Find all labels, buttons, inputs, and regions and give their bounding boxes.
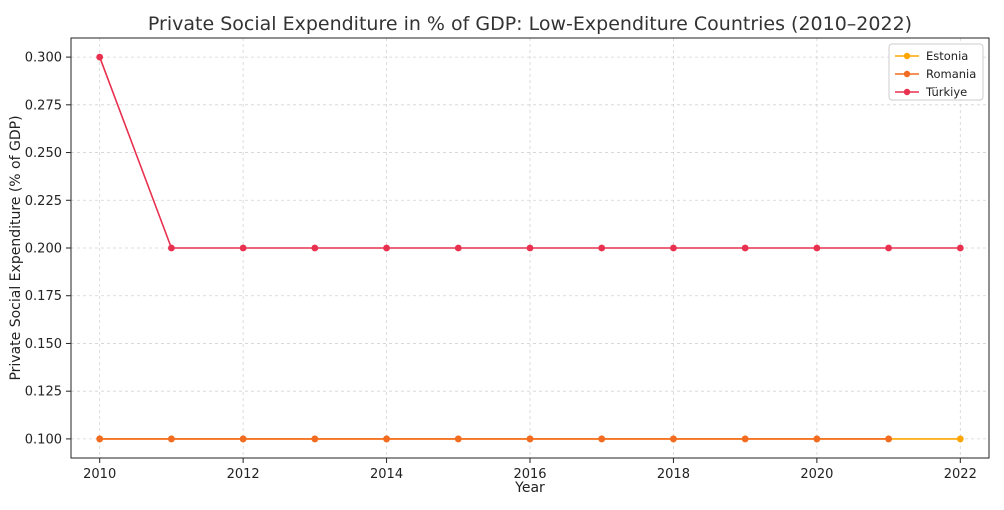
legend-marker-estonia: [903, 52, 911, 60]
x-tick-label: 2014: [370, 467, 403, 482]
x-tick-label: 2012: [227, 467, 260, 482]
series-t-rkiye: [96, 53, 964, 252]
data-point-romania: [311, 435, 319, 443]
data-point-t-rkiye: [96, 53, 104, 61]
data-point-romania: [598, 435, 606, 443]
data-point-t-rkiye: [239, 244, 247, 252]
data-point-estonia: [956, 435, 964, 443]
data-point-romania: [813, 435, 821, 443]
x-axis-label: Year: [514, 480, 545, 496]
data-point-t-rkiye: [885, 244, 892, 252]
data-point-t-rkiye: [526, 244, 534, 252]
x-tick-label: 2016: [513, 467, 546, 482]
data-point-t-rkiye: [311, 244, 319, 252]
data-point-t-rkiye: [598, 244, 606, 252]
x-tick-label: 2018: [657, 467, 690, 482]
legend-label-t-rkiye: Türkiye: [925, 85, 967, 99]
y-tick-label: 0.200: [25, 242, 62, 257]
y-axis-label: Private Social Expenditure (% of GDP): [8, 115, 24, 380]
legend-label-romania: Romania: [926, 67, 976, 81]
data-point-romania: [526, 435, 534, 443]
data-point-t-rkiye: [454, 244, 462, 252]
series-layer: [96, 53, 964, 443]
axis-ticks: 2010 2012 2014 2016 2018 2020 2022 0.100 0.125 0.…: [25, 51, 977, 482]
data-point-t-rkiye: [813, 244, 821, 252]
data-point-romania: [454, 435, 462, 443]
legend-label-estonia: Estonia: [926, 49, 968, 63]
data-point-t-rkiye: [383, 244, 390, 252]
x-tick-label: 2010: [83, 467, 116, 482]
y-tick-label: 0.125: [25, 385, 62, 400]
y-tick-label: 0.250: [25, 146, 62, 161]
x-tick-label: 2020: [800, 467, 833, 482]
chart-title: Private Social Expenditure in % of GDP: …: [148, 13, 912, 35]
legend-box: [888, 43, 984, 101]
legend-marker-t-rkiye: [903, 88, 911, 96]
data-point-t-rkiye: [741, 244, 749, 252]
data-point-romania: [741, 435, 749, 443]
data-point-romania: [239, 435, 247, 443]
data-point-t-rkiye: [670, 244, 677, 252]
data-point-romania: [168, 435, 175, 443]
y-tick-label: 0.100: [25, 432, 62, 447]
data-point-romania: [96, 435, 104, 443]
y-tick-label: 0.300: [25, 51, 62, 66]
legend-marker-romania: [903, 70, 911, 78]
data-point-t-rkiye: [956, 244, 964, 252]
data-point-romania: [383, 435, 390, 443]
series-romania: [96, 435, 892, 443]
data-point-romania: [670, 435, 677, 443]
legend: Estonia Romania Türkiye: [888, 43, 984, 101]
y-tick-label: 0.275: [25, 98, 62, 113]
data-point-romania: [885, 435, 892, 443]
x-tick-label: 2022: [944, 467, 977, 482]
y-tick-label: 0.150: [25, 337, 62, 352]
data-point-t-rkiye: [168, 244, 175, 252]
y-tick-label: 0.175: [25, 289, 62, 304]
y-tick-label: 0.225: [25, 194, 62, 209]
